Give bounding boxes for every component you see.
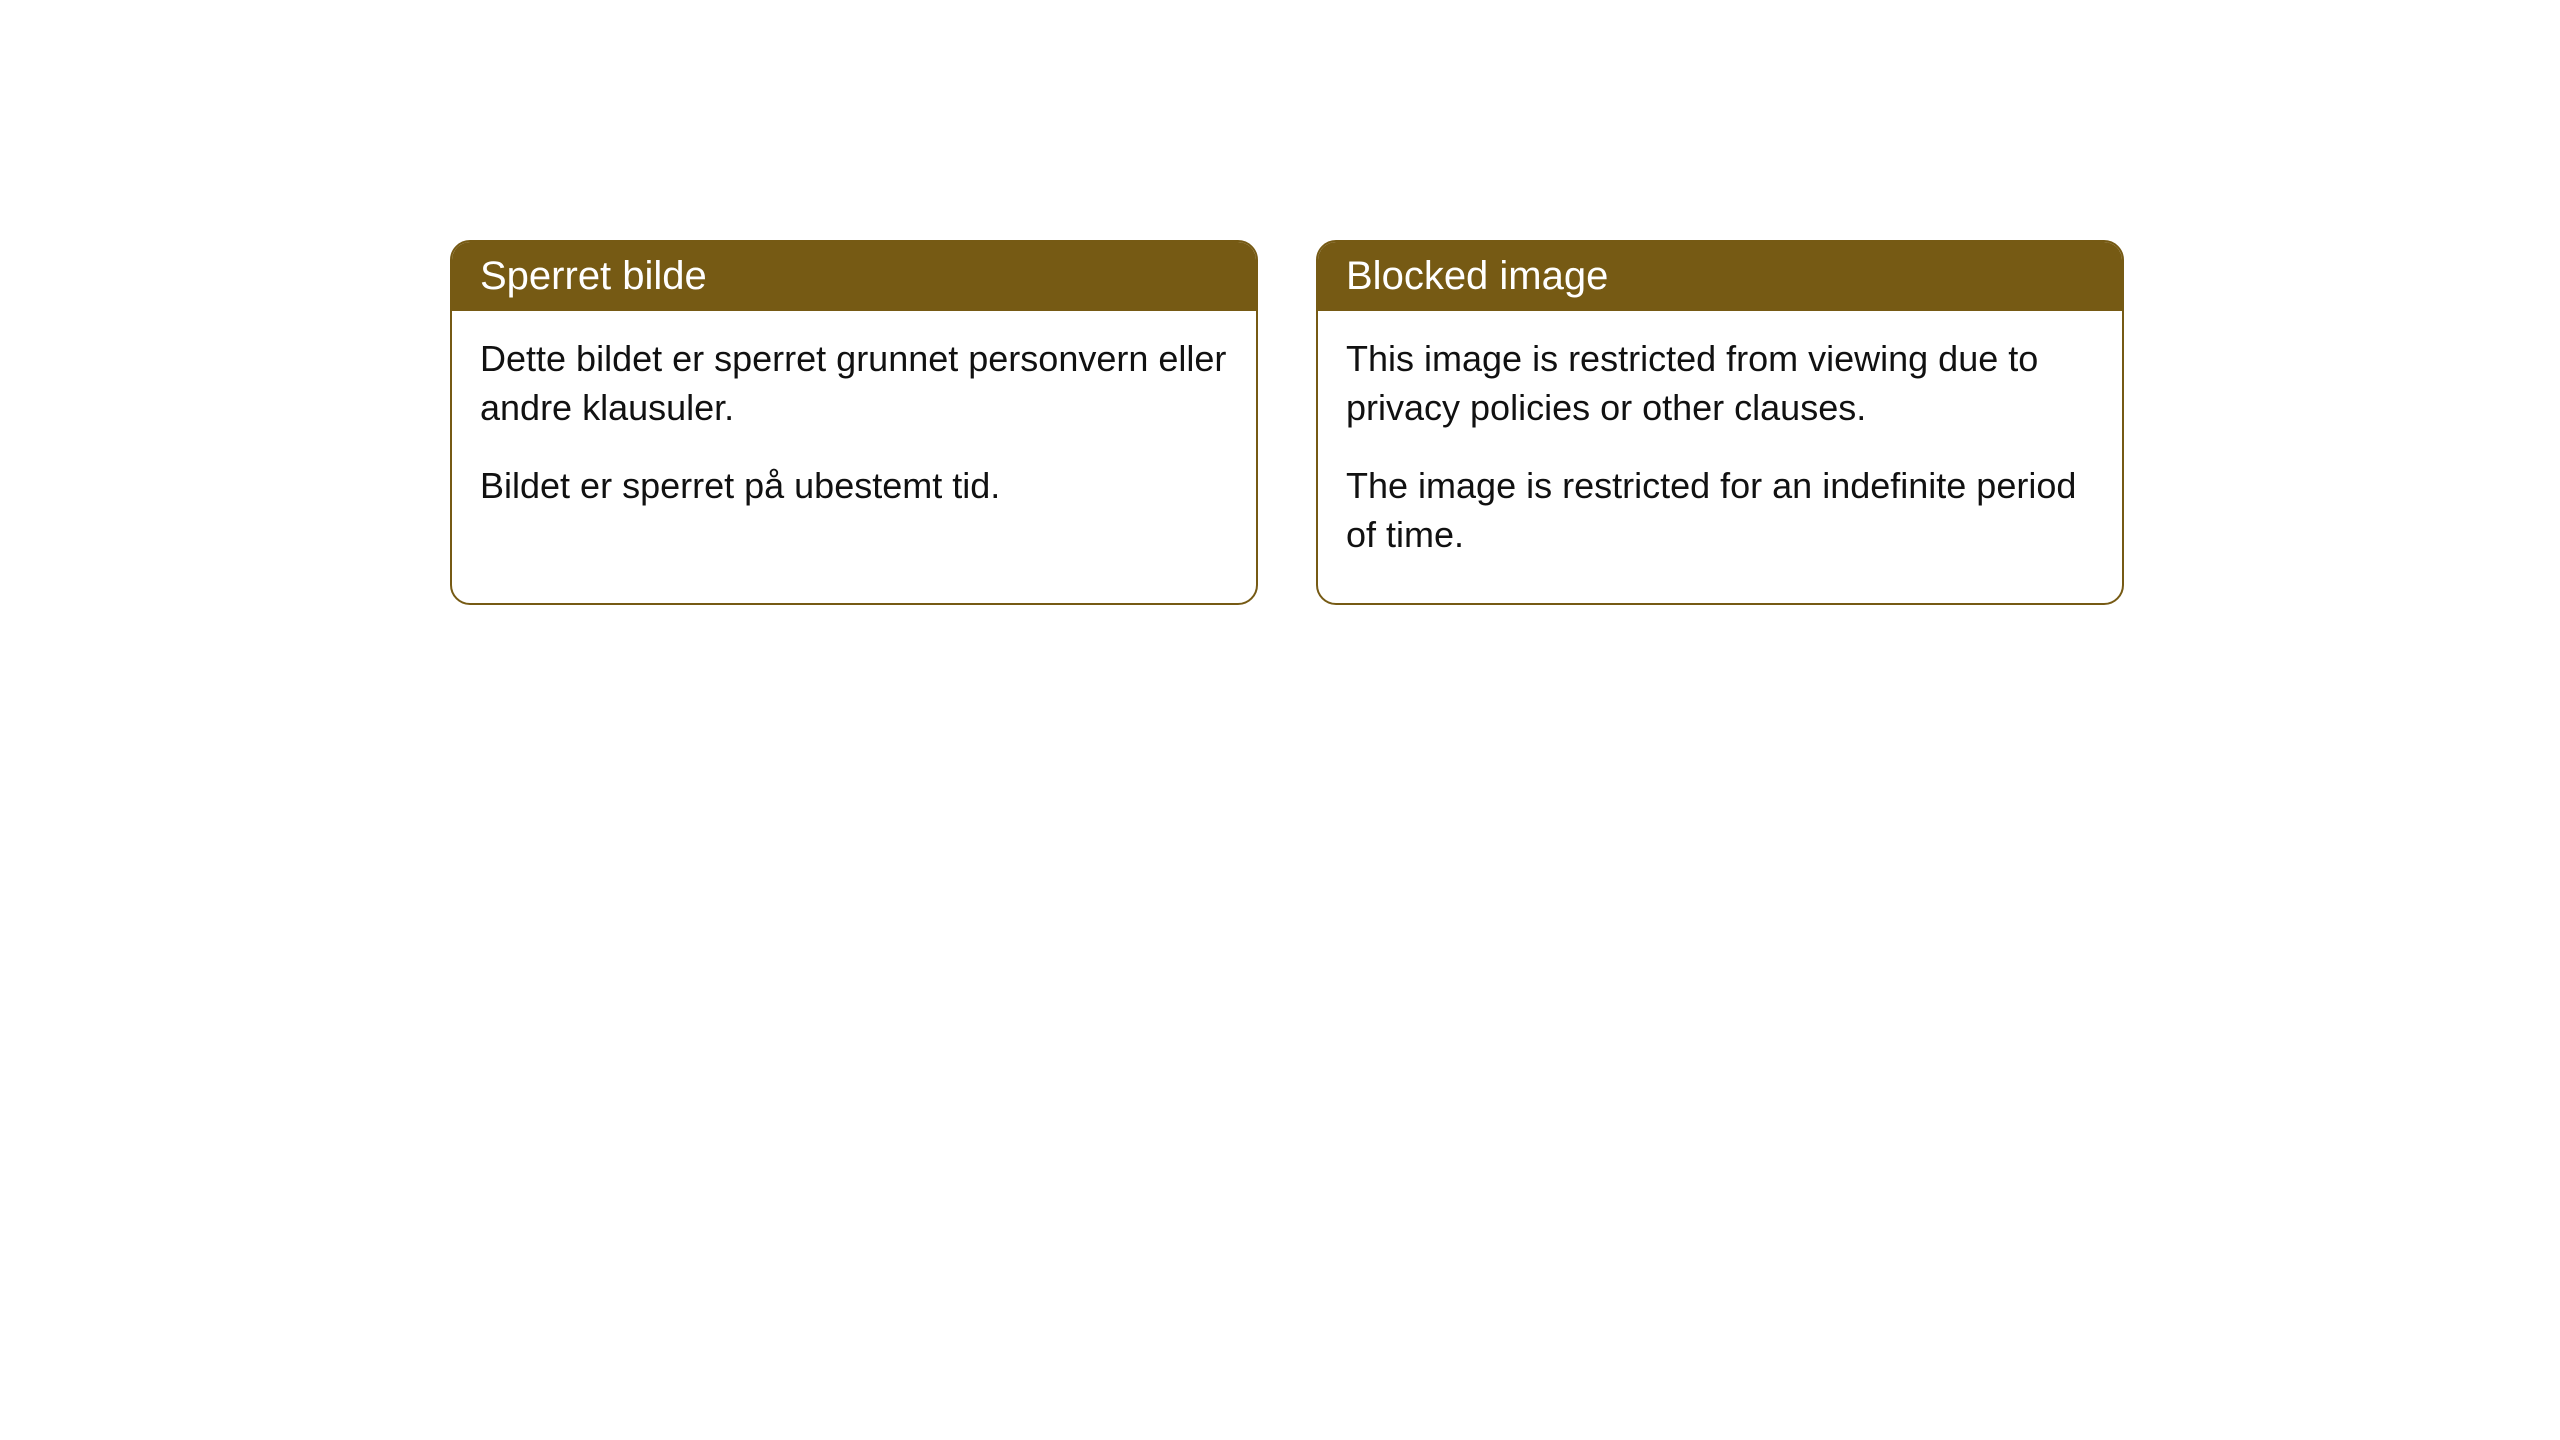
card-header-norwegian: Sperret bilde bbox=[452, 242, 1256, 311]
card-text-reason: Dette bildet er sperret grunnet personve… bbox=[480, 335, 1228, 432]
blocked-image-card-english: Blocked image This image is restricted f… bbox=[1316, 240, 2124, 605]
card-body-english: This image is restricted from viewing du… bbox=[1318, 311, 2122, 603]
card-header-english: Blocked image bbox=[1318, 242, 2122, 311]
blocked-image-card-norwegian: Sperret bilde Dette bildet er sperret gr… bbox=[450, 240, 1258, 605]
card-body-norwegian: Dette bildet er sperret grunnet personve… bbox=[452, 311, 1256, 555]
card-title: Sperret bilde bbox=[480, 254, 707, 298]
card-text-duration: The image is restricted for an indefinit… bbox=[1346, 462, 2094, 559]
card-text-reason: This image is restricted from viewing du… bbox=[1346, 335, 2094, 432]
card-title: Blocked image bbox=[1346, 254, 1608, 298]
notice-cards-container: Sperret bilde Dette bildet er sperret gr… bbox=[450, 240, 2560, 605]
card-text-duration: Bildet er sperret på ubestemt tid. bbox=[480, 462, 1228, 511]
